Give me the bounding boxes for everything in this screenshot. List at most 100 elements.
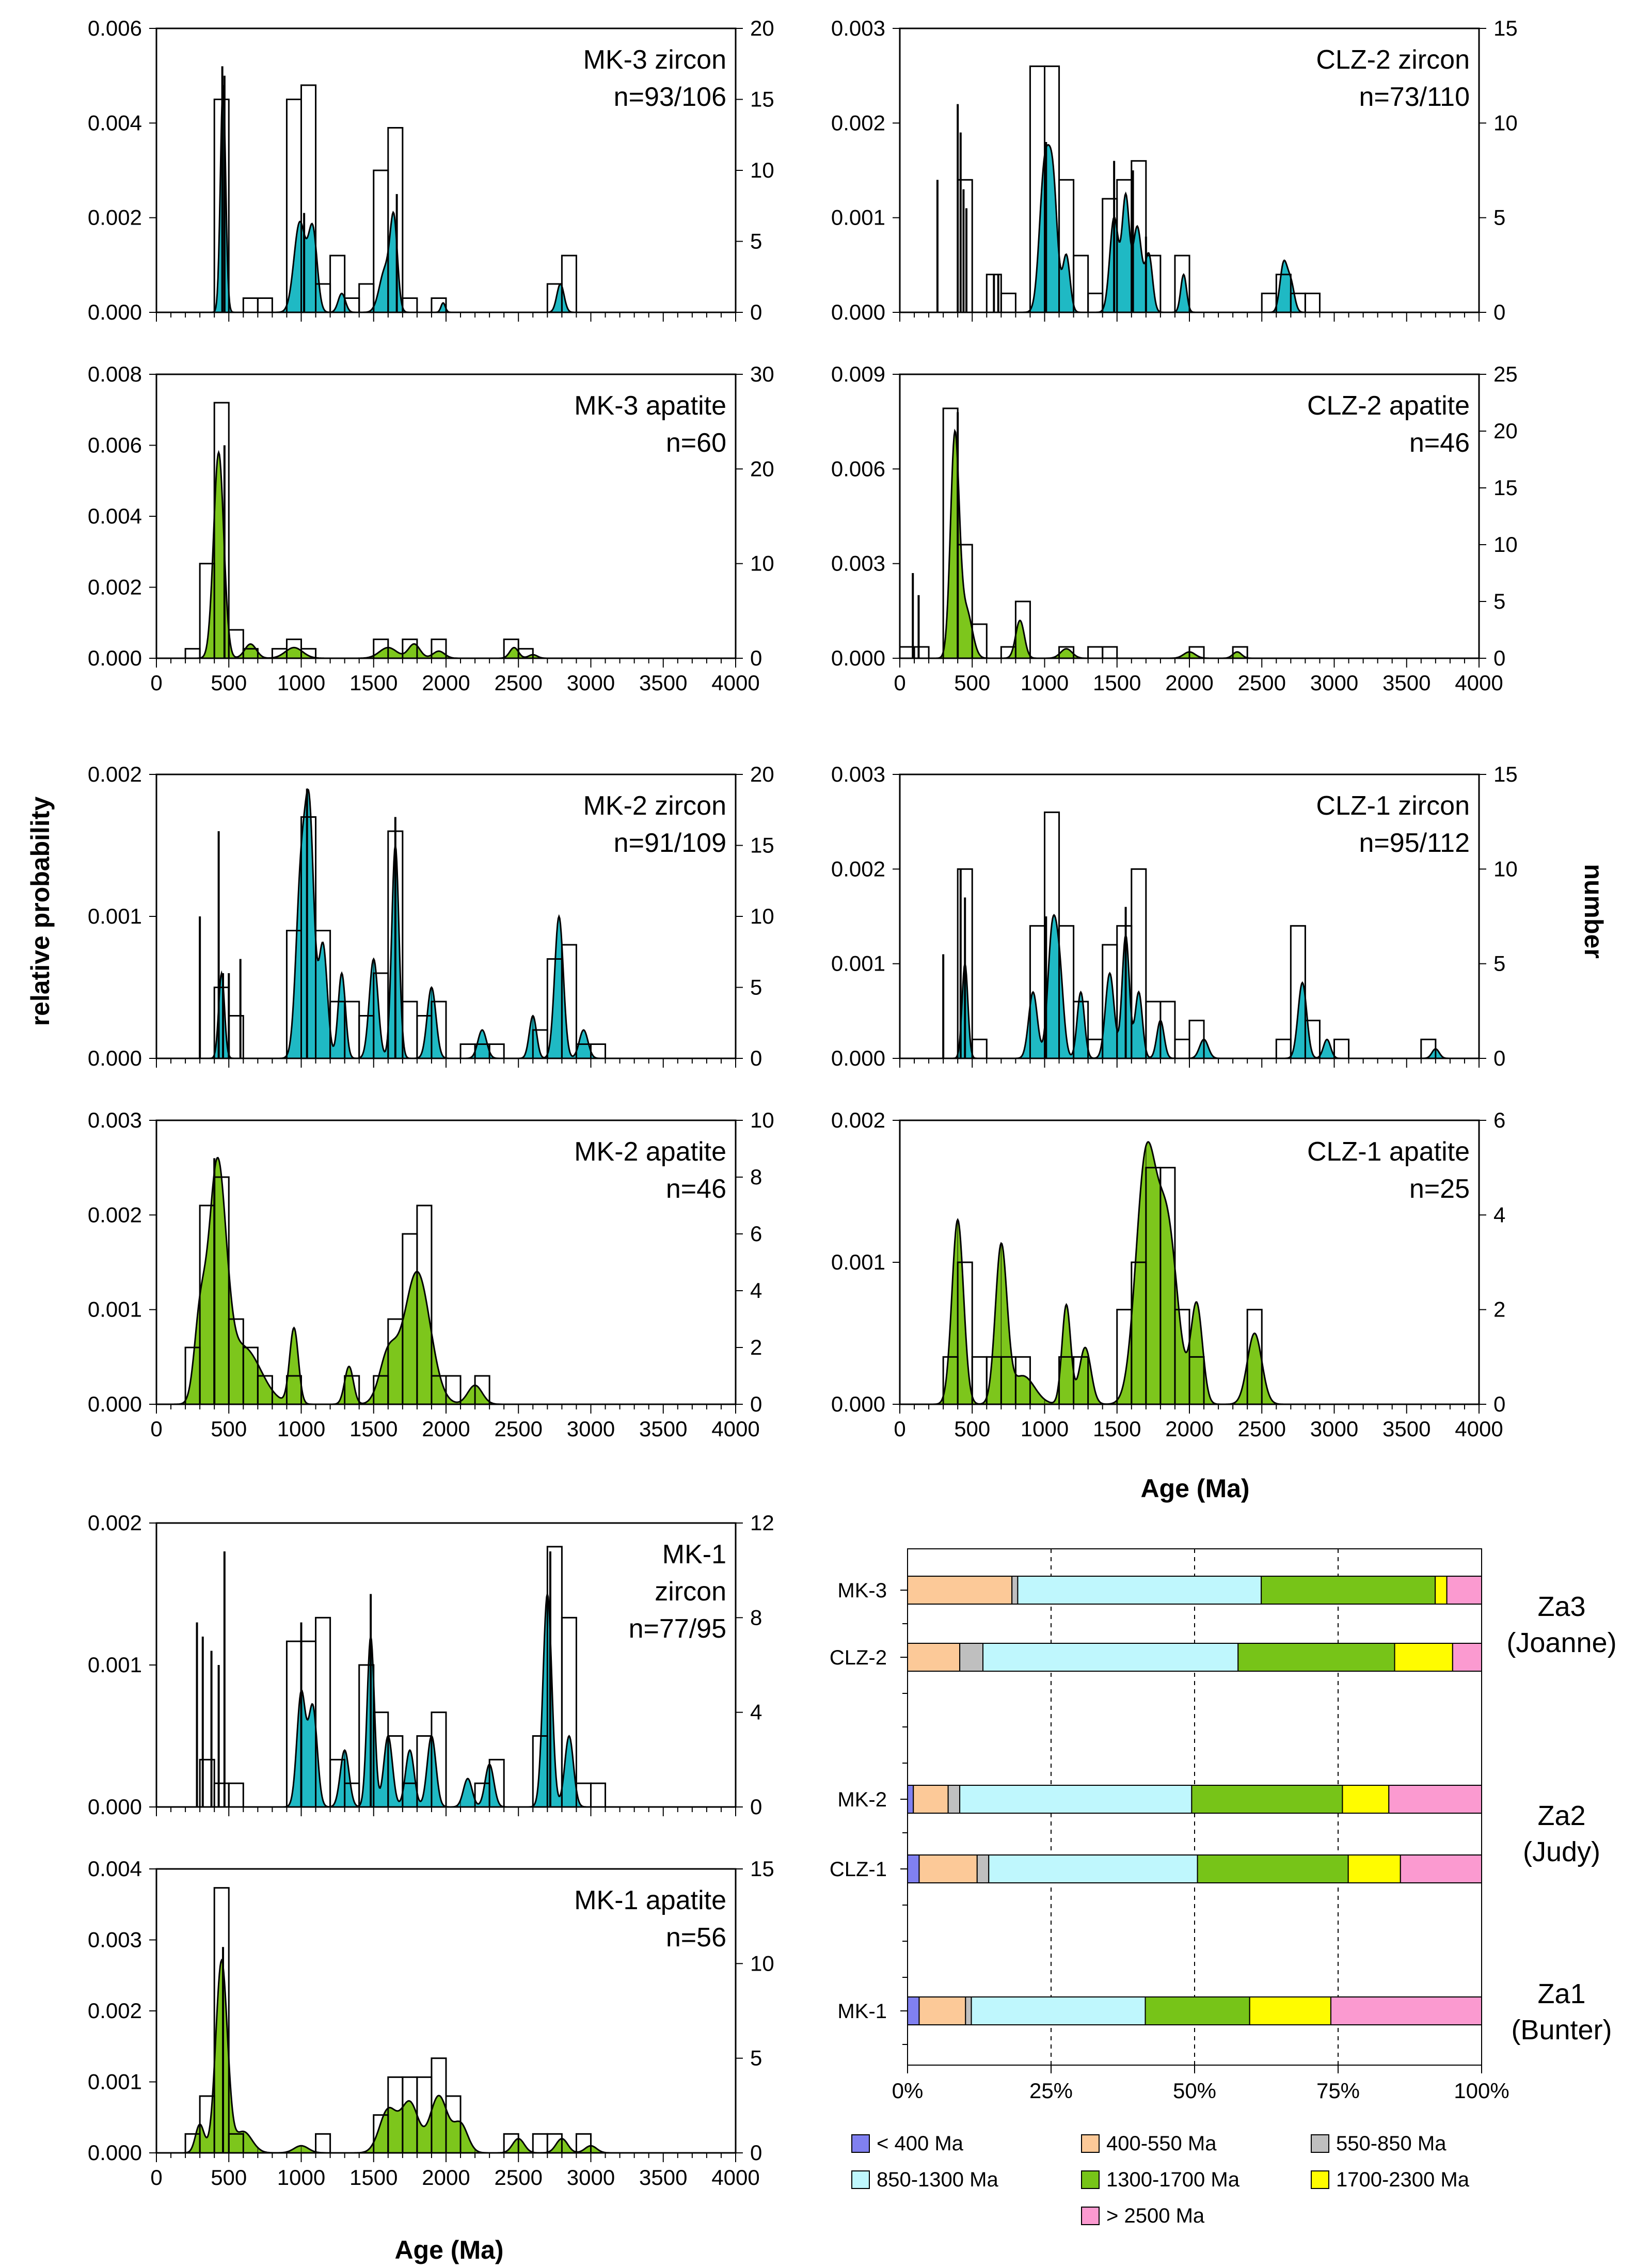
- stacked-group-name: Za1: [1537, 1978, 1585, 2009]
- clz1-apatite-panel: 0 500 1000 1500 2000 2500 3000 3500 4000 0.000 0.0…: [831, 1108, 1505, 1441]
- y-axis-label: relative probability: [26, 797, 55, 1026]
- mk1-zircon-title: MK-1: [662, 1540, 726, 1569]
- mk3-zircon-density-fill: [156, 85, 736, 312]
- mk2-apatite-x-tick-label: 500: [211, 1417, 247, 1441]
- clz2-apatite-x-tick-label: 1000: [1021, 671, 1069, 695]
- mk1-apatite-x-tick-label: 4000: [711, 2165, 759, 2190]
- clz2-apatite-y2-tick-label: 10: [1493, 532, 1518, 557]
- mk3-apatite-x-tick-label: 1000: [277, 671, 325, 695]
- clz2-apatite-y2-tick-label: 15: [1493, 475, 1518, 500]
- stacked-category-label: MK-1: [837, 2000, 887, 2023]
- legend-swatch: [1311, 2134, 1329, 2153]
- mk3-zircon-y2-tick-label: 10: [750, 158, 774, 182]
- legend-label: 1300-1700 Ma: [1106, 2168, 1240, 2191]
- stacked-segment: [1400, 1854, 1483, 1883]
- mk3-apatite-density-curve: [156, 450, 736, 659]
- clz1-zircon-y2-tick-label: 15: [1493, 762, 1518, 786]
- clz2-zircon-hist-bin: [1087, 292, 1104, 313]
- clz2-apatite-x-tick-label: 500: [954, 671, 990, 695]
- mk1-apatite-x-tick-label: 3000: [567, 2165, 615, 2190]
- clz1-apatite-y2-tick-label: 0: [1493, 1392, 1505, 1416]
- clz2-apatite-x-tick-label: 0: [894, 671, 905, 695]
- stacked-category-label: CLZ-1: [830, 1858, 887, 1881]
- clz2-apatite-x-tick-label: 2000: [1165, 671, 1213, 695]
- clz2-zircon-y2-tick-label: 5: [1493, 205, 1505, 230]
- stacked-segment: [1394, 1643, 1453, 1672]
- mk3-apatite-y2-tick-label: 30: [750, 362, 774, 386]
- mk1-zircon-y2-tick-label: 0: [750, 1795, 762, 1819]
- stacked-segment: [1388, 1785, 1482, 1814]
- stacked-segment: [1330, 1996, 1483, 2025]
- mk2-apatite-x-tick-label: 3000: [567, 1417, 615, 1441]
- clz1-apatite-y-tick-label: 0.001: [831, 1250, 885, 1274]
- mk1-apatite-x-tick-label: 0: [150, 2165, 162, 2190]
- mk3-zircon-y2-tick-label: 15: [750, 87, 774, 112]
- mk1-apatite-y-tick-label: 0.003: [88, 1928, 142, 1952]
- stacked-group-sub: (Joanne): [1506, 1627, 1616, 1658]
- legend-label: 1700-2300 Ma: [1336, 2168, 1470, 2191]
- clz2-zircon-hist-bin: [1304, 292, 1321, 313]
- stacked-category-label: MK-3: [837, 1579, 887, 1602]
- stacked-segment: [1191, 1785, 1343, 1814]
- clz2-apatite-panel: 0 500 1000 1500 2000 2500 3000 3500 4000 0.000 0.0…: [831, 362, 1518, 695]
- mk2-apatite-y-tick-label: 0.001: [88, 1297, 142, 1322]
- mk2-apatite-y2-tick-label: 8: [750, 1165, 762, 1189]
- clz1-zircon-y2-tick-label: 5: [1493, 951, 1505, 976]
- mk1-apatite-y-tick-label: 0.001: [88, 2070, 142, 2094]
- legend-swatch: [1081, 2170, 1100, 2189]
- mk1-zircon-y2-tick-label: 4: [750, 1700, 762, 1724]
- mk3-zircon-y-tick-label: 0.002: [88, 205, 142, 230]
- clz1-apatite-x-tick-label: 3000: [1310, 1417, 1358, 1441]
- clz2-apatite-x-tick-label: 1500: [1093, 671, 1141, 695]
- clz2-zircon-y2-tick-label: 15: [1493, 16, 1518, 40]
- clz1-zircon-panel: 0.000 0.001 0.002 0.003 0 5 10 15 CLZ-1 zircon n=…: [831, 762, 1518, 1070]
- clz1-apatite-x-tick-label: 1000: [1021, 1417, 1069, 1441]
- mk1-zircon-title: zircon: [655, 1577, 726, 1607]
- stacked-segment: [1452, 1643, 1482, 1672]
- mk1-zircon-hist-bin: [228, 1782, 244, 1808]
- clz1-zircon-y-tick-label: 0.002: [831, 857, 885, 881]
- mk3-zircon-panel: 0.000 0.002 0.004 0.006 0 5 10 15 20 MK-3 zircon n…: [88, 16, 774, 324]
- mk3-zircon-hist-bin: [242, 297, 259, 313]
- clz1-apatite-y2-tick-label: 2: [1493, 1297, 1505, 1322]
- mk3-zircon-density-curve: [156, 85, 736, 313]
- stacked-segment: [1145, 1996, 1250, 2025]
- mk2-zircon-y2-tick-label: 10: [750, 904, 774, 928]
- mk3-apatite-panel: 0 500 1000 1500 2000 2500 3000 3500 4000 0.000 0.0…: [88, 362, 774, 695]
- mk1-apatite-x-tick-label: 2000: [422, 2165, 470, 2190]
- stacked-segment: [1017, 1576, 1262, 1605]
- clz1-apatite-title: CLZ-1 apatite: [1307, 1137, 1470, 1167]
- x-axis-label-left: Age (Ma): [394, 2235, 503, 2264]
- legend-label: > 2500 Ma: [1106, 2204, 1205, 2227]
- clz2-apatite-title: CLZ-2 apatite: [1307, 391, 1470, 421]
- legend-swatch: [1081, 2207, 1100, 2225]
- mk2-apatite-x-tick-label: 1500: [349, 1417, 398, 1441]
- mk1-apatite-y-tick-label: 0.004: [88, 1857, 142, 1881]
- stacked-segment: [907, 1996, 920, 2025]
- mk3-apatite-x-tick-label: 0: [150, 671, 162, 695]
- stacked-segment: [971, 1996, 1146, 2025]
- clz1-apatite-y2-tick-label: 6: [1493, 1108, 1505, 1132]
- clz2-zircon-title: CLZ-2 zircon: [1316, 45, 1470, 75]
- mk2-zircon-y-tick-label: 0.000: [88, 1046, 142, 1070]
- clz2-apatite-x-tick-label: 4000: [1455, 671, 1503, 695]
- mk3-apatite-y-tick-label: 0.004: [88, 504, 142, 528]
- mk1-apatite-y2-tick-label: 5: [750, 2046, 762, 2070]
- stacked-group-sub: (Bunter): [1511, 2015, 1612, 2045]
- mk3-apatite-y2-tick-label: 0: [750, 646, 762, 670]
- clz1-apatite-hist-bin: [971, 1356, 988, 1405]
- stacked-x-tick-label: 50%: [1173, 2079, 1216, 2103]
- clz2-apatite-y-tick-label: 0.009: [831, 362, 885, 386]
- mk2-apatite-y2-tick-label: 4: [750, 1278, 762, 1303]
- clz2-apatite-hist-bin: [1087, 646, 1104, 659]
- mk3-apatite-x-tick-label: 500: [211, 671, 247, 695]
- mk1-zircon-panel: 0.000 0.001 0.002 0 4 8 12 MK-1 zircon n=77/95: [88, 1511, 774, 1819]
- mk3-zircon-y2-tick-label: 20: [750, 16, 774, 40]
- clz2-apatite-hist-bin: [1102, 646, 1118, 659]
- mk2-zircon-y-tick-label: 0.002: [88, 762, 142, 786]
- mk3-apatite-x-tick-label: 3500: [639, 671, 687, 695]
- clz2-zircon-hist-bin: [1073, 255, 1089, 313]
- stacked-segment: [1435, 1576, 1448, 1605]
- stacked-segment: [907, 1785, 914, 1814]
